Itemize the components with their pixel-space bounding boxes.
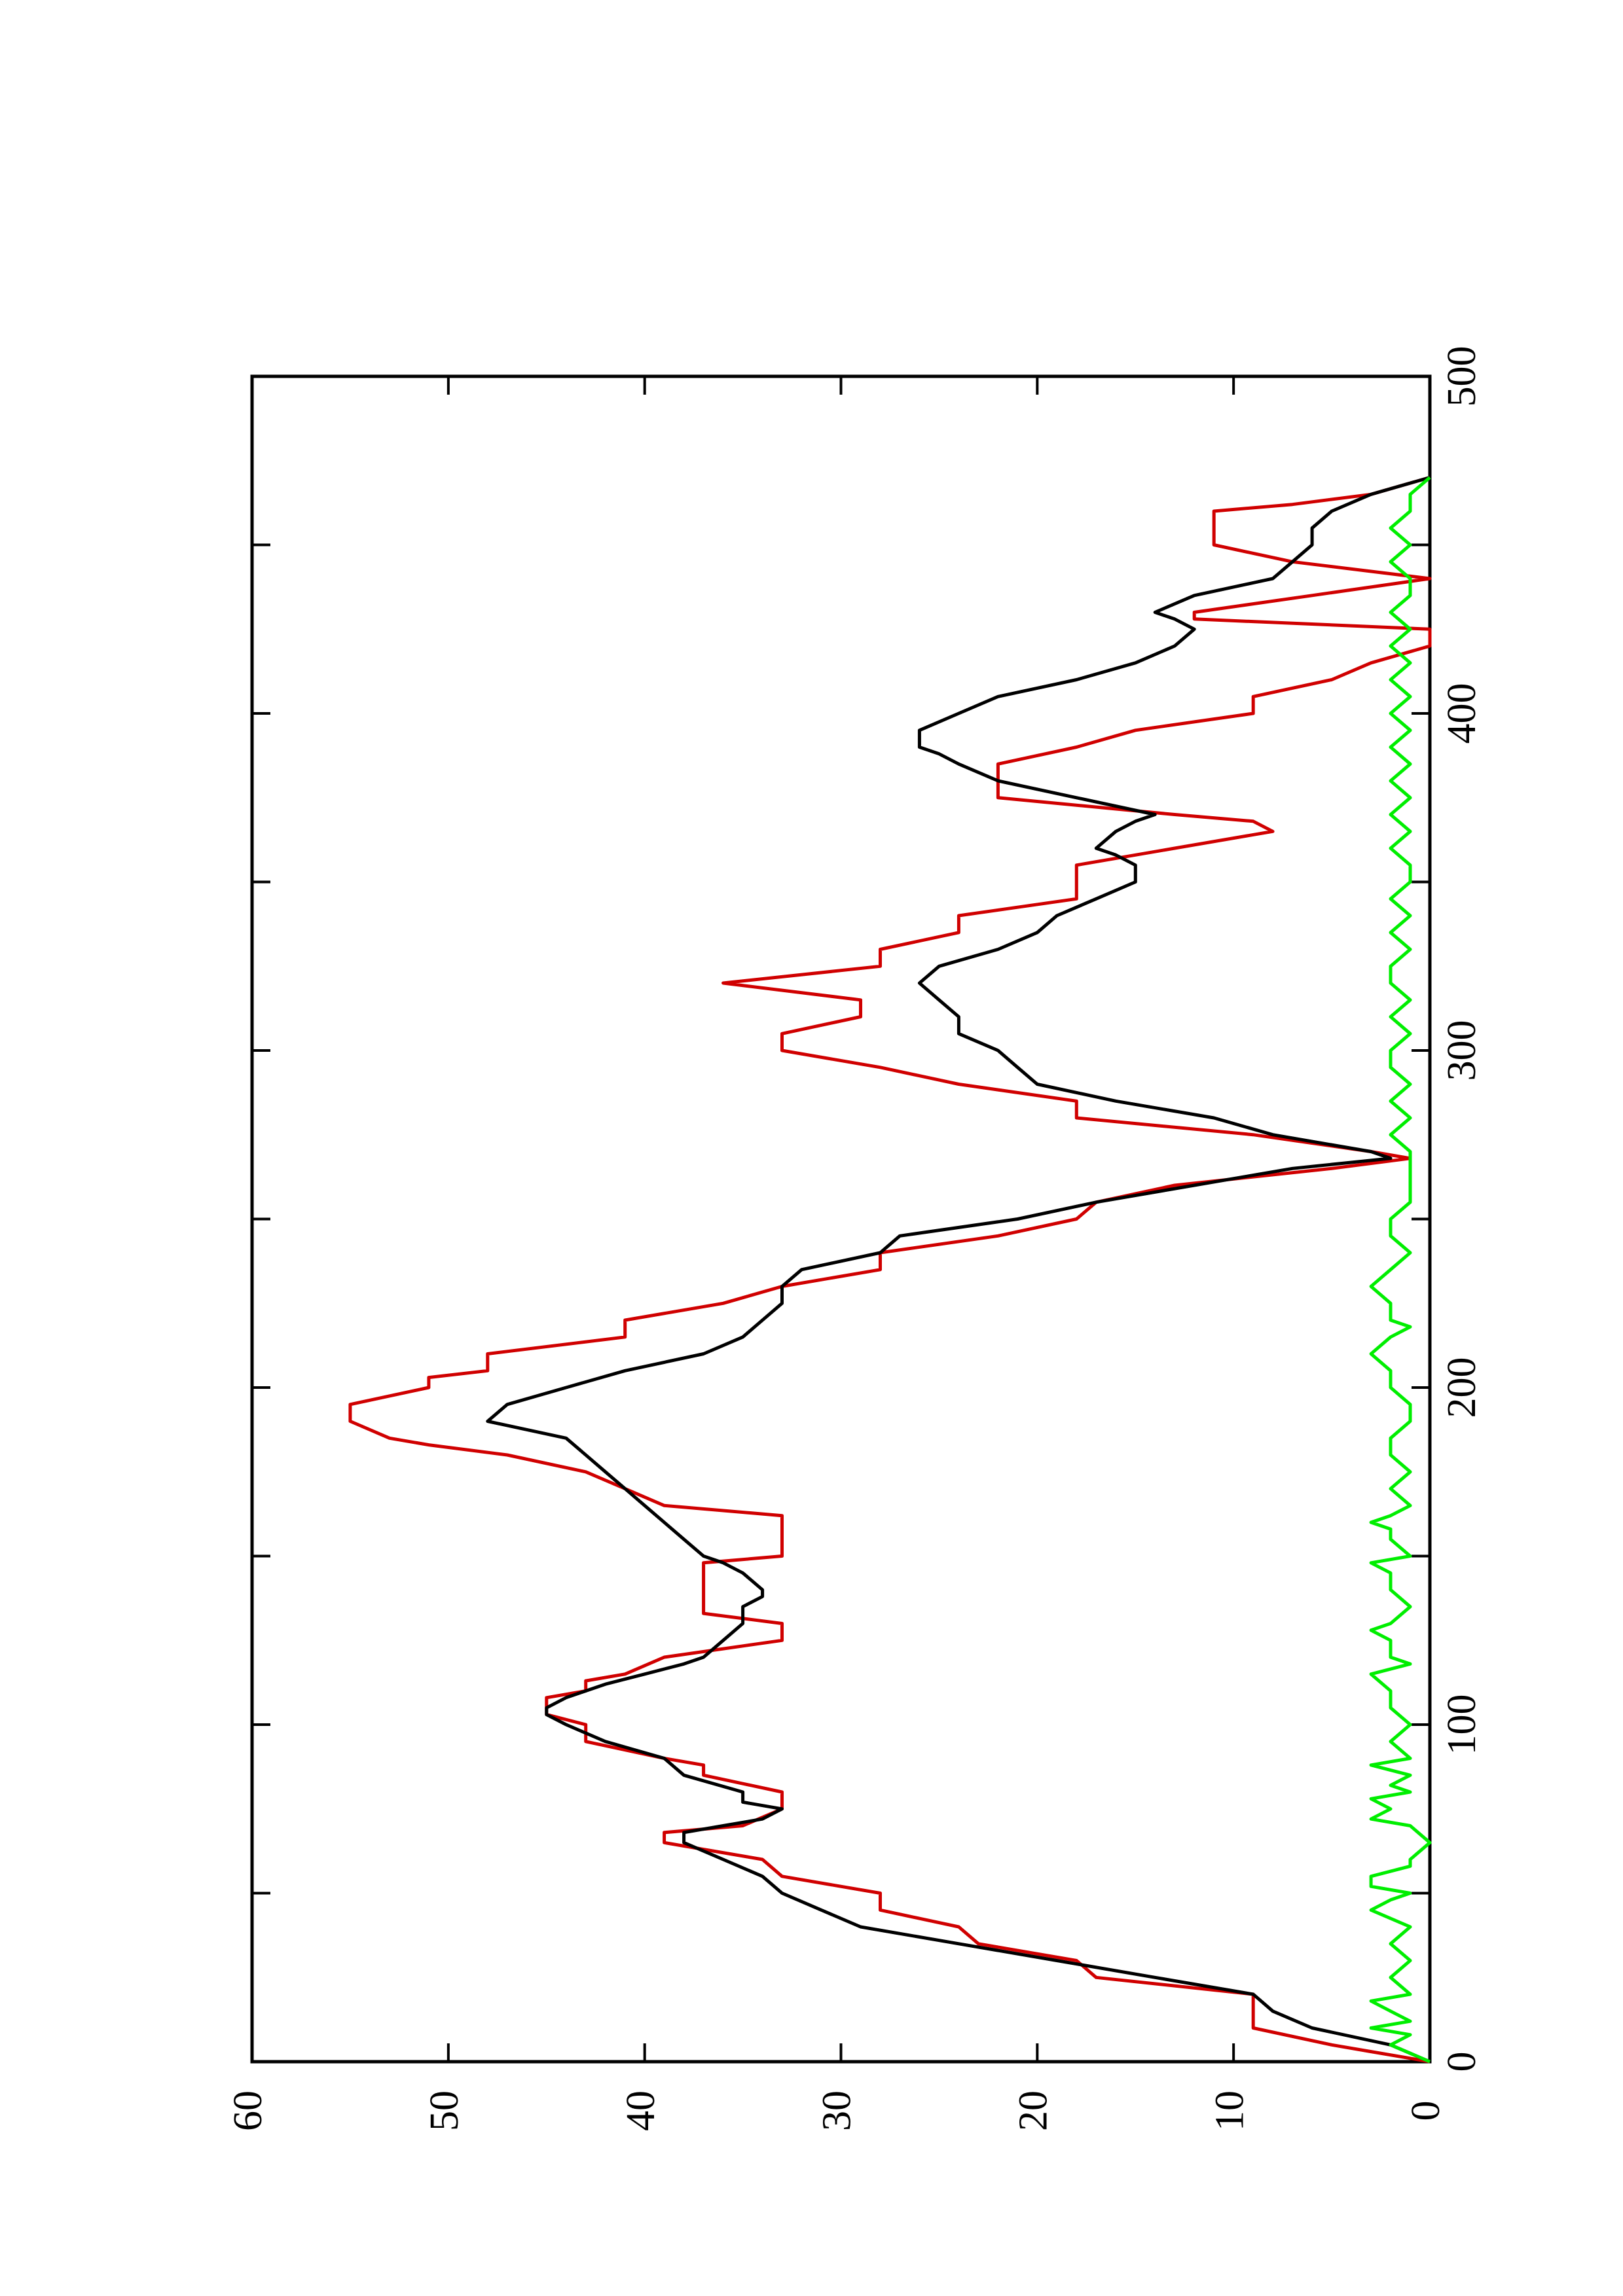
x-tick-label: 300 [1440, 1020, 1484, 1081]
red-series-line [348, 476, 1432, 2064]
x-tick-labels: 0 100 200 300 400 500 [1440, 346, 1484, 2072]
y-tick-label: 10 [1207, 2090, 1252, 2131]
y-tick-labels: 0 10 20 30 40 50 60 [226, 2090, 1448, 2131]
y-tick-label: 50 [422, 2090, 467, 2131]
y-tick-label: 60 [226, 2090, 270, 2131]
y-tick-label: 20 [1012, 2090, 1056, 2131]
x-tick-label: 0 [1440, 2052, 1484, 2072]
y-ticks-left [251, 2043, 1431, 2062]
series-layer [348, 476, 1432, 2064]
x-ticks-top [252, 375, 270, 2063]
x-tick-label: 400 [1440, 683, 1484, 744]
x-ticks-bottom [1412, 375, 1430, 2063]
y-ticks-right [251, 376, 1431, 395]
y-tick-label: 30 [815, 2090, 860, 2131]
x-axis-top-ticks [251, 375, 1431, 2063]
x-axis-bottom: 0 100 200 300 400 500 [1412, 346, 1484, 2072]
green-series-line [1369, 476, 1432, 2064]
x-tick-label: 200 [1440, 1357, 1484, 1418]
plot-frame [250, 374, 1432, 2064]
y-axis-left: 0 10 20 30 40 50 60 [226, 2043, 1448, 2131]
y-tick-label: 40 [619, 2090, 663, 2131]
x-tick-label: 100 [1440, 1695, 1484, 1755]
y-tick-label: 0 [1404, 2101, 1448, 2121]
black-series-line [486, 476, 1431, 2064]
x-tick-label: 500 [1440, 346, 1484, 407]
